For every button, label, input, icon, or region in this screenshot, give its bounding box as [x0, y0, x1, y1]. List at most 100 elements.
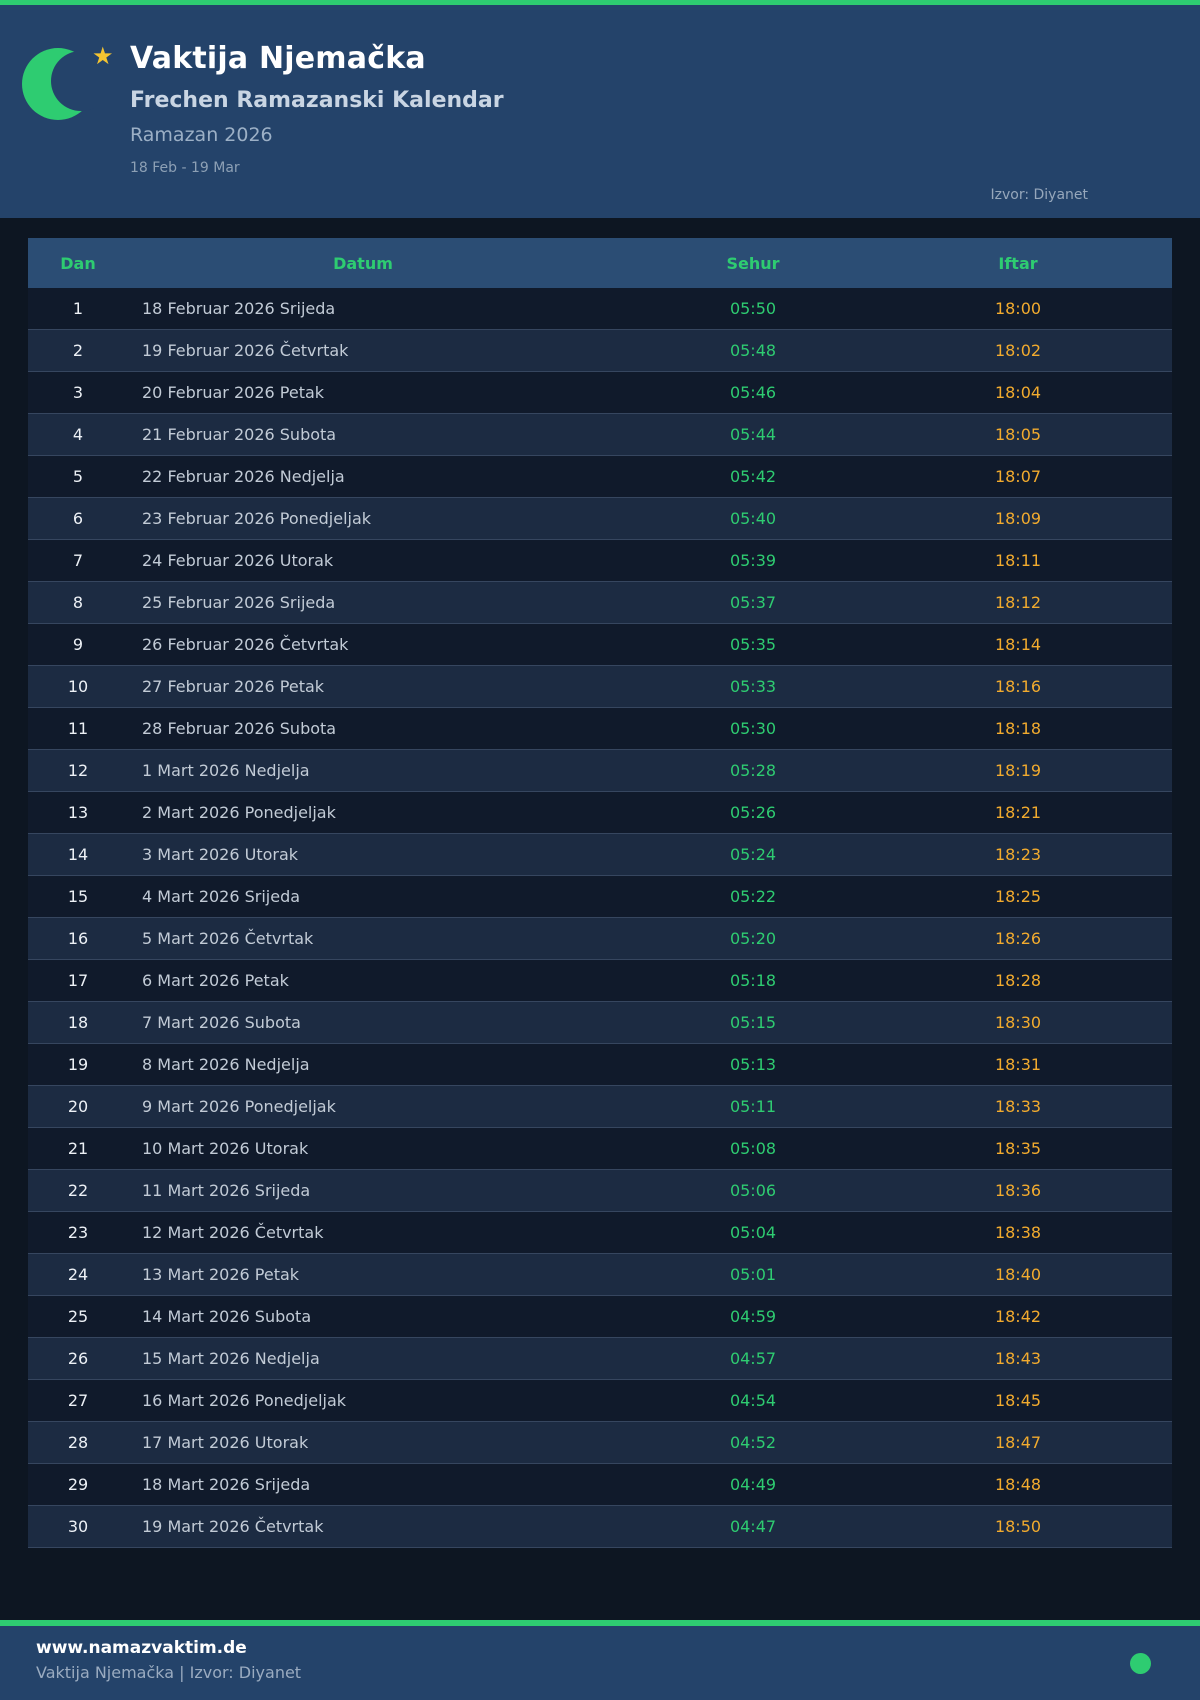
day-cell: 30 [67, 1517, 89, 1536]
sehur-cell: 05:46 [729, 383, 777, 402]
day-cell: 4 [72, 425, 84, 444]
date-cell: 20 Februar 2026 Petak [142, 383, 325, 402]
date-cell: 21 Februar 2026 Subota [142, 425, 337, 444]
date-cell: 18 Mart 2026 Srijeda [142, 1475, 311, 1494]
date-cell: 26 Februar 2026 Četvrtak [142, 635, 349, 654]
day-cell: 3 [72, 383, 84, 402]
table-row: 7 24 Februar 2026 Utorak 05:39 18:11 [28, 539, 1172, 582]
day-cell: 16 [67, 929, 89, 948]
sehur-cell: 05:13 [729, 1055, 777, 1074]
day-cell: 5 [72, 467, 84, 486]
table-row: 8 25 Februar 2026 Srijeda 05:37 18:12 [28, 581, 1172, 624]
table-row: 19 8 Mart 2026 Nedjelja 05:13 18:31 [28, 1043, 1172, 1086]
date-cell: 8 Mart 2026 Nedjelja [142, 1055, 310, 1074]
date-cell: 5 Mart 2026 Četvrtak [142, 929, 314, 948]
table-row: 6 23 Februar 2026 Ponedjeljak 05:40 18:0… [28, 497, 1172, 540]
day-cell: 7 [72, 551, 84, 570]
status-dot [1130, 1653, 1151, 1674]
date-cell: 10 Mart 2026 Utorak [142, 1139, 309, 1158]
sehur-cell: 05:42 [729, 467, 777, 486]
star-icon: ★ [92, 42, 114, 70]
day-cell: 22 [67, 1181, 89, 1200]
iftar-cell: 18:12 [994, 593, 1042, 612]
header-text: Vaktija Njemačka Frechen Ramazanski Kale… [130, 41, 504, 176]
date-cell: 15 Mart 2026 Nedjelja [142, 1349, 320, 1368]
season-label: Ramazan 2026 [130, 124, 273, 146]
iftar-cell: 18:30 [994, 1013, 1042, 1032]
day-cell: 24 [67, 1265, 89, 1284]
iftar-cell: 18:48 [994, 1475, 1042, 1494]
sehur-cell: 05:15 [729, 1013, 777, 1032]
day-cell: 18 [67, 1013, 89, 1032]
table-row: 15 4 Mart 2026 Srijeda 05:22 18:25 [28, 875, 1172, 918]
table-row: 4 21 Februar 2026 Subota 05:44 18:05 [28, 413, 1172, 456]
table-row: 13 2 Mart 2026 Ponedjeljak 05:26 18:21 [28, 791, 1172, 834]
sehur-cell: 05:40 [729, 509, 777, 528]
iftar-cell: 18:31 [994, 1055, 1042, 1074]
date-cell: 6 Mart 2026 Petak [142, 971, 289, 990]
footer: www.namazvaktim.de Vaktija Njemačka | Iz… [0, 1626, 1200, 1700]
sehur-cell: 05:48 [729, 341, 777, 360]
iftar-cell: 18:35 [994, 1139, 1042, 1158]
iftar-cell: 18:38 [994, 1223, 1042, 1242]
sehur-cell: 05:50 [729, 299, 777, 318]
column-header-iftar: Iftar [908, 238, 1172, 288]
day-cell: 23 [67, 1223, 89, 1242]
sehur-cell: 05:22 [729, 887, 777, 906]
day-cell: 9 [72, 635, 84, 654]
day-cell: 19 [67, 1055, 89, 1074]
iftar-cell: 18:36 [994, 1181, 1042, 1200]
date-cell: 18 Februar 2026 Srijeda [142, 299, 336, 318]
table-row: 1 18 Februar 2026 Srijeda 05:50 18:00 [28, 288, 1172, 330]
date-cell: 7 Mart 2026 Subota [142, 1013, 301, 1032]
sehur-cell: 04:49 [729, 1475, 777, 1494]
date-cell: 11 Mart 2026 Srijeda [142, 1181, 311, 1200]
table-header-row: Dan Datum Sehur Iftar [28, 238, 1172, 288]
sehur-cell: 05:24 [729, 845, 777, 864]
date-cell: 19 Februar 2026 Četvrtak [142, 341, 349, 360]
day-cell: 14 [67, 845, 89, 864]
date-cell: 19 Mart 2026 Četvrtak [142, 1517, 324, 1536]
table-row: 22 11 Mart 2026 Srijeda 05:06 18:36 [28, 1169, 1172, 1212]
sehur-cell: 05:26 [729, 803, 777, 822]
iftar-cell: 18:09 [994, 509, 1042, 528]
content: Dan Datum Sehur Iftar 1 18 Februar 2026 … [0, 218, 1200, 1620]
table-row: 24 13 Mart 2026 Petak 05:01 18:40 [28, 1253, 1172, 1296]
iftar-cell: 18:47 [994, 1433, 1042, 1452]
iftar-cell: 18:43 [994, 1349, 1042, 1368]
iftar-cell: 18:21 [994, 803, 1042, 822]
day-cell: 1 [72, 299, 84, 318]
iftar-cell: 18:28 [994, 971, 1042, 990]
sehur-cell: 05:18 [729, 971, 777, 990]
logo: ★ [22, 42, 122, 125]
top-accent-bar [0, 0, 1200, 5]
date-cell: 28 Februar 2026 Subota [142, 719, 337, 738]
sehur-cell: 05:28 [729, 761, 777, 780]
table-row: 30 19 Mart 2026 Četvrtak 04:47 18:50 [28, 1505, 1172, 1548]
sehur-cell: 04:59 [729, 1307, 777, 1326]
iftar-cell: 18:04 [994, 383, 1042, 402]
table-row: 21 10 Mart 2026 Utorak 05:08 18:35 [28, 1127, 1172, 1170]
day-cell: 26 [67, 1349, 89, 1368]
date-cell: 3 Mart 2026 Utorak [142, 845, 299, 864]
sehur-cell: 05:35 [729, 635, 777, 654]
day-cell: 28 [67, 1433, 89, 1452]
iftar-cell: 18:11 [994, 551, 1042, 570]
day-cell: 21 [67, 1139, 89, 1158]
iftar-cell: 18:42 [994, 1307, 1042, 1326]
iftar-cell: 18:05 [994, 425, 1042, 444]
date-cell: 14 Mart 2026 Subota [142, 1307, 312, 1326]
iftar-cell: 18:50 [994, 1517, 1042, 1536]
table-row: 17 6 Mart 2026 Petak 05:18 18:28 [28, 959, 1172, 1002]
iftar-cell: 18:26 [994, 929, 1042, 948]
sehur-cell: 05:33 [729, 677, 777, 696]
iftar-cell: 18:16 [994, 677, 1042, 696]
date-cell: 2 Mart 2026 Ponedjeljak [142, 803, 336, 822]
table-row: 29 18 Mart 2026 Srijeda 04:49 18:48 [28, 1463, 1172, 1506]
table-row: 2 19 Februar 2026 Četvrtak 05:48 18:02 [28, 329, 1172, 372]
date-cell: 22 Februar 2026 Nedjelja [142, 467, 345, 486]
website-url: www.namazvaktim.de [36, 1638, 247, 1658]
footer-tagline: Vaktija Njemačka | Izvor: Diyanet [36, 1663, 302, 1682]
iftar-cell: 18:23 [994, 845, 1042, 864]
